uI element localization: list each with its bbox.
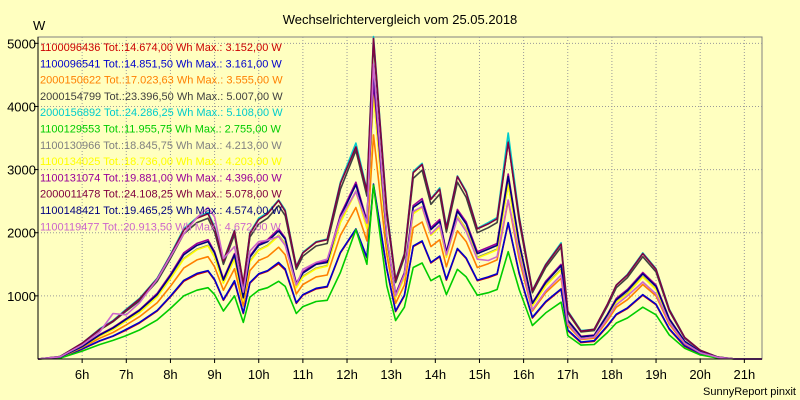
axes: 6h 7h 8h 9h 10h 11h 12h 13h 14h 15h 16h 17h 18h 19h 20…	[7, 36, 762, 382]
legend-entry: 1100119477 Tot.:20.913,50 Wh Max.: 4.672…	[40, 221, 282, 233]
legend: 1100096436 Tot.:14.674,00 Wh Max.: 3.152…	[40, 42, 283, 233]
x-tick-label: 11h	[293, 367, 314, 382]
y-tick-label: 5000	[7, 36, 36, 51]
plot-area	[37, 35, 762, 360]
x-tick-label: 9h	[207, 367, 221, 382]
series-line	[37, 134, 762, 360]
y-tick-label: 4000	[7, 99, 36, 114]
x-tick-label: 17h	[557, 367, 579, 382]
legend-entry: 1100148421 Tot.:19.465,25 Wh Max.: 4.574…	[40, 205, 282, 217]
x-tick-label: 13h	[380, 367, 402, 382]
legend-entry: 1100130966 Tot.:18.845,75 Wh Max.: 4.213…	[40, 140, 282, 152]
x-tick-label: 19h	[645, 367, 667, 382]
y-tick-label: 2000	[7, 226, 36, 241]
legend-entry: 2000011478 Tot.:24.108,25 Wh Max.: 5.078…	[40, 189, 282, 201]
footer-text: SunnyReport pinxit	[703, 386, 796, 398]
x-tick-label: 18h	[601, 367, 623, 382]
legend-entry: 2000156892 Tot.:24.286,25 Wh Max.: 5.108…	[40, 107, 283, 119]
x-tick-label: 16h	[513, 367, 535, 382]
legend-entry: 2000154799 Tot.:23.396,50 Wh Max.: 5.007…	[40, 91, 283, 103]
series-line	[37, 63, 762, 360]
series-line	[37, 42, 762, 360]
legend-entry: 1100129553 Tot.:11.955,75 Wh Max.: 2.755…	[40, 124, 282, 136]
x-tick-label: 21h	[733, 367, 755, 382]
y-axis-label: W	[33, 18, 46, 33]
x-tick-label: 12h	[336, 367, 358, 382]
legend-entry: 1100134025 Tot.:18.736,00 Wh Max.: 4.203…	[40, 156, 282, 168]
series-line	[37, 183, 762, 360]
series-line	[37, 92, 762, 360]
x-tick-label: 6h	[75, 367, 89, 382]
series-line	[37, 37, 762, 360]
x-tick-label: 10h	[248, 367, 270, 382]
y-tick-label: 1000	[7, 289, 36, 304]
x-tick-label: 8h	[163, 367, 177, 382]
legend-entry: 2000150622 Tot.:17.023,63 Wh Max.: 3.555…	[40, 75, 283, 87]
legend-entry: 1100096541 Tot.:14.851,50 Wh Max.: 3.161…	[40, 58, 282, 70]
legend-entry: 1100096436 Tot.:14.674,00 Wh Max.: 3.152…	[40, 42, 282, 54]
series-line	[37, 184, 762, 360]
x-tick-label: 20h	[689, 367, 711, 382]
x-tick-label: 14h	[424, 367, 446, 382]
chart-title: Wechselrichtervergleich vom 25.05.2018	[283, 12, 518, 27]
y-tick-label: 3000	[7, 163, 36, 178]
x-tick-label: 7h	[119, 367, 133, 382]
x-tick-label: 15h	[469, 367, 491, 382]
legend-entry: 1100131074 Tot.:19.881,00 Wh Max.: 4.396…	[40, 172, 282, 184]
